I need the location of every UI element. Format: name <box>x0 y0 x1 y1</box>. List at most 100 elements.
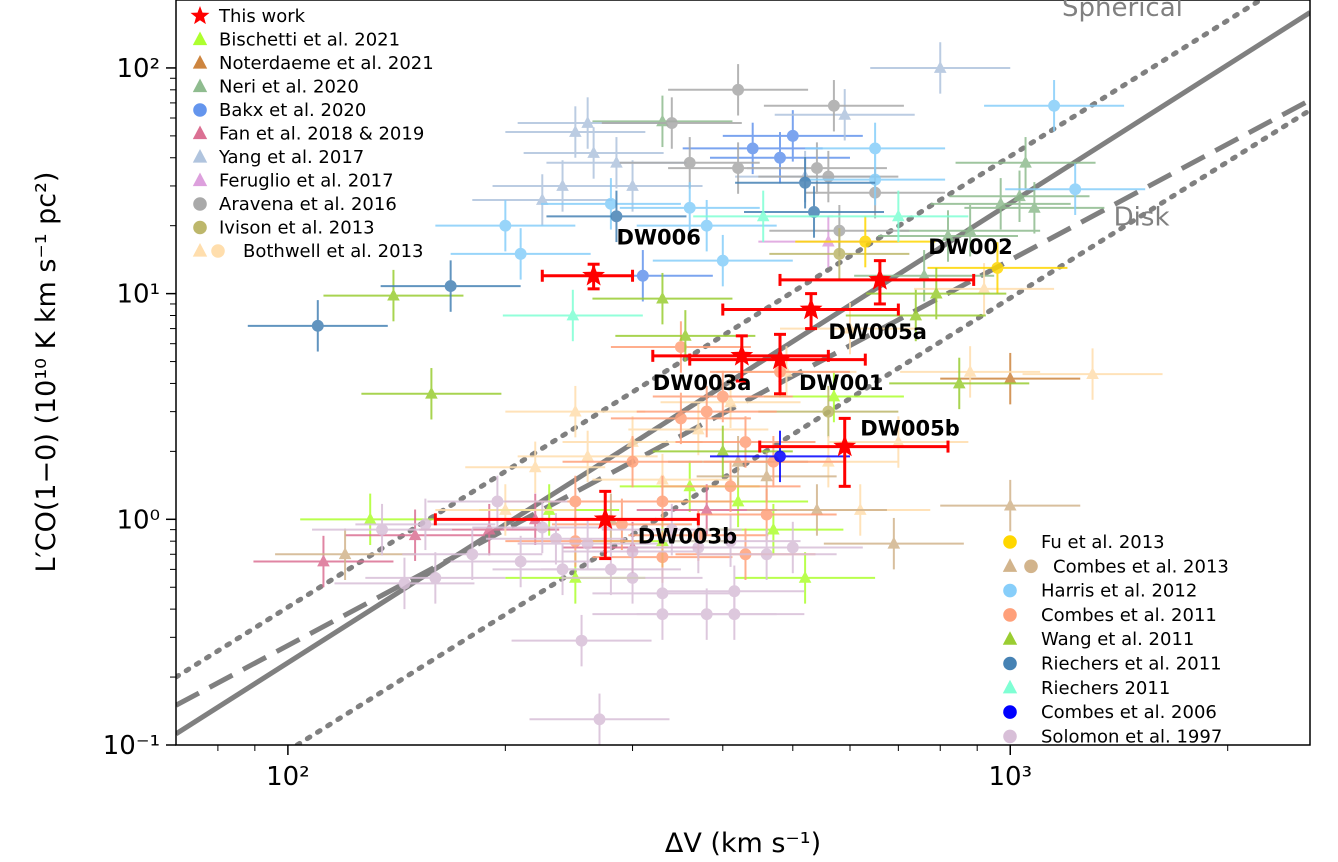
legend-marker <box>193 220 207 235</box>
series-9-point <box>822 454 835 467</box>
series-15 <box>247 157 885 352</box>
legend-marker <box>192 78 208 93</box>
axes: 10² 10³ 10⁻¹ 10⁰ 10¹ 10² <box>103 0 1311 792</box>
series-10-point <box>991 261 1004 274</box>
series-18-point <box>536 521 549 534</box>
series-18-point <box>398 577 411 590</box>
series-14-point <box>716 444 730 457</box>
series-9-point <box>853 502 867 515</box>
this-work-DW002: DW002 <box>778 235 1013 306</box>
legend-marker <box>193 197 207 211</box>
series-14-point <box>656 291 669 304</box>
series-0-point <box>731 494 745 507</box>
legend-marker <box>192 125 208 140</box>
this-work-star <box>799 297 823 320</box>
series-5-point <box>556 178 569 191</box>
series-15-point <box>799 176 812 189</box>
point-label-DW002: DW002 <box>928 235 1012 259</box>
y-tick-label: 10⁻¹ <box>103 731 160 761</box>
series-1 <box>940 352 1081 405</box>
series-18-point <box>604 563 617 576</box>
series-1-point <box>1003 371 1017 384</box>
this-work-DW005a: DW005a <box>721 292 927 344</box>
series-12-point <box>604 197 617 210</box>
series-14-point <box>909 308 923 321</box>
series-18-point <box>419 518 432 531</box>
legend-label: Feruglio et al. 2017 <box>219 171 394 192</box>
legend-top-left: This work Bischetti et al. 2021Noterdaeme… <box>190 6 434 262</box>
legend-label: Yang et al. 2017 <box>218 147 364 168</box>
legend-marker <box>192 172 208 187</box>
legend-label: Ivison et al. 2013 <box>219 218 375 239</box>
series-18-point <box>692 541 705 554</box>
legend-marker <box>1002 631 1018 645</box>
series-18-point <box>581 537 594 550</box>
series-2-point <box>917 268 931 281</box>
legend-label: Riechers et al. 2011 <box>1041 654 1222 675</box>
series-18-point <box>760 548 773 561</box>
series-8 <box>758 228 910 438</box>
lower-envelope-line <box>294 107 1310 745</box>
series-0-point <box>542 502 556 515</box>
y-axis-title: L′CO(1−0) (10¹⁰ K km s⁻¹ pc²) <box>31 172 62 573</box>
x-axis-title: ΔV (km s⁻¹) <box>665 828 821 859</box>
series-13-point <box>700 405 713 418</box>
series-11-point <box>731 454 745 467</box>
legend-label: Bakx et al. 2020 <box>219 100 366 121</box>
series-0-point <box>827 389 841 402</box>
series-7-point <box>810 162 823 175</box>
series-14-point <box>929 286 943 299</box>
series-2-point <box>963 223 977 236</box>
series-9-point <box>528 460 542 473</box>
upper-envelope-line <box>176 0 1263 680</box>
legend-marker <box>192 31 208 46</box>
point-label-DW003b: DW003b <box>638 525 737 549</box>
legend-label: Aravena et al. 2016 <box>219 194 397 215</box>
series-4-point <box>700 502 714 515</box>
series-17-point <box>774 450 786 463</box>
series-9-point <box>1086 367 1099 379</box>
series-18-point <box>429 571 442 584</box>
series-5-point <box>535 192 549 205</box>
series-12-point <box>1048 99 1061 112</box>
this-work-DW003a: DW003a <box>651 334 830 395</box>
series-15-point <box>610 210 623 223</box>
series-0-point <box>683 479 697 492</box>
legend-marker <box>211 244 225 258</box>
series-16-point <box>566 308 580 321</box>
series-9-point <box>724 395 737 408</box>
point-label-DW003a: DW003a <box>653 371 752 395</box>
series-11-point <box>810 502 824 515</box>
legend-marker <box>1002 558 1018 572</box>
series-7-point <box>665 117 678 129</box>
series-15-point <box>444 280 457 293</box>
legend-label: Neri et al. 2020 <box>219 77 359 98</box>
series-16 <box>502 190 969 342</box>
legend-label: Bischetti et al. 2021 <box>219 30 400 51</box>
disk-annotation: Disk <box>1114 203 1170 233</box>
series-16-point <box>756 209 770 222</box>
series-18-point <box>724 535 737 548</box>
series-9 <box>435 263 1163 536</box>
legend-marker <box>190 6 210 25</box>
series-17 <box>709 430 850 483</box>
series-3-point <box>786 129 799 142</box>
legend-bottom-right: Fu et al. 2013 Combes et al. 2013 Harris e… <box>1002 532 1229 747</box>
series-7-point <box>822 170 835 183</box>
series-7-point <box>827 99 840 112</box>
series-5-point <box>587 145 600 158</box>
series-12-point <box>1069 183 1082 196</box>
series-10-point <box>859 235 872 248</box>
series-9-point <box>569 404 582 417</box>
series-14-point <box>952 376 966 389</box>
series-7-point <box>683 156 696 169</box>
series-2-point <box>1028 200 1041 213</box>
series-13-point <box>569 535 582 548</box>
series-11-point <box>760 469 773 482</box>
legend-marker <box>1003 608 1017 622</box>
series-18-point <box>593 713 606 726</box>
series-4-point <box>408 528 422 541</box>
series-9-point <box>963 364 977 377</box>
series-7-point <box>732 162 745 175</box>
legend-marker <box>1003 705 1017 719</box>
